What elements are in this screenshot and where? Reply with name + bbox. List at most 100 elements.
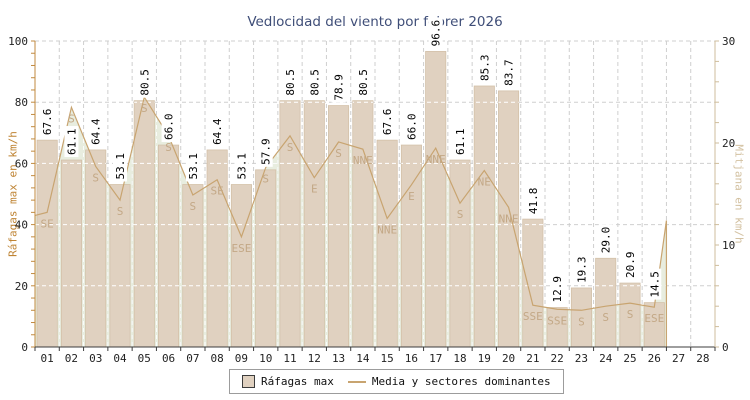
bar-value-chip <box>234 150 249 182</box>
bar-value-label: 41.8 <box>527 188 540 215</box>
bar-value-chip <box>64 126 79 158</box>
left-axis-tick-label: 40 <box>15 219 28 232</box>
bar-value-label: 61.1 <box>65 129 78 156</box>
bar-value-chip <box>598 224 613 256</box>
x-axis-label: 07 <box>186 352 199 365</box>
sector-label: SSE <box>523 310 543 323</box>
media-line <box>34 95 668 347</box>
bar-value-label: 53.1 <box>235 153 248 180</box>
bar-value-chip <box>453 126 467 158</box>
bar-value-label: 80.5 <box>284 69 297 96</box>
bar-day-09 <box>230 184 252 348</box>
left-axis-tick-label: 60 <box>15 157 28 170</box>
x-axis-label: 27 <box>672 352 685 365</box>
bar-value-chip <box>307 66 322 98</box>
legend-label-media: Media y sectores dominantes <box>371 375 551 388</box>
bar-value-label: 14.5 <box>648 271 661 298</box>
sector-label: SE <box>211 185 224 198</box>
chart-legend: Ráfagas max Media y sectores dominantes <box>229 369 564 394</box>
x-axis-label: 13 <box>332 352 345 365</box>
bar-value-label: 53.1 <box>187 153 200 180</box>
bar-value-chip <box>647 268 662 300</box>
bar-value-label: 80.5 <box>138 69 151 96</box>
bar-value-chip <box>355 66 370 98</box>
bar-value-label: 78.9 <box>333 74 346 101</box>
bar-value-label: 80.5 <box>357 69 370 96</box>
sector-label: NNE <box>353 154 373 167</box>
bar-value-chip <box>550 273 565 305</box>
sector-label: S <box>68 112 75 125</box>
bar-value-label: 85.3 <box>478 54 491 81</box>
bar-value-chip <box>137 66 152 98</box>
x-axis-label: 15 <box>381 352 394 365</box>
bar-value-chip <box>331 71 346 103</box>
bar-value-label: 61.1 <box>454 129 467 156</box>
x-axis-label: 24 <box>599 352 613 365</box>
left-axis-tick-label: 0 <box>21 341 28 354</box>
sector-label: NE <box>478 176 491 189</box>
bar-value-label: 66.0 <box>163 114 176 141</box>
bar-day-12 <box>303 100 325 348</box>
x-axis-label: 21 <box>526 352 539 365</box>
sector-label: NNE <box>426 153 446 166</box>
left-axis-tick-label: 100 <box>8 35 28 48</box>
bar-day-14 <box>352 100 374 348</box>
bar-value-chip <box>40 106 55 138</box>
x-axis-label: 11 <box>283 352 296 365</box>
x-axis-label: 09 <box>235 352 248 365</box>
bar-value-chip <box>113 150 127 182</box>
bar-value-label: 57.9 <box>260 138 273 165</box>
right-axis-tick-label: 0 <box>722 341 729 354</box>
sector-label: S <box>117 205 124 218</box>
bar-value-chip <box>623 249 637 281</box>
x-axis-label: 06 <box>162 352 175 365</box>
sector-label: S <box>287 141 294 154</box>
bar-value-chip <box>161 111 176 143</box>
x-axis-label: 20 <box>502 352 515 365</box>
bar-value-chip <box>185 150 200 182</box>
sector-label: ESE <box>644 312 664 325</box>
sector-label: S <box>627 308 634 321</box>
sector-label: E <box>311 183 318 196</box>
sector-label: NNE <box>377 223 397 236</box>
legend-label-gusts: Ráfagas max <box>261 375 334 388</box>
bar-day-19 <box>473 85 495 348</box>
x-axis-label: 10 <box>259 352 272 365</box>
bar-value-label: 83.7 <box>503 59 516 86</box>
x-axis-label: 04 <box>113 352 127 365</box>
sector-label: SSE <box>547 314 567 327</box>
bar-day-10 <box>255 169 277 348</box>
bar-value-chip <box>210 115 225 147</box>
bar-value-chip <box>525 185 540 217</box>
sector-label: S <box>262 172 269 185</box>
sector-label: S <box>457 208 464 221</box>
sector-label: S <box>141 102 148 115</box>
sector-label: E <box>408 190 415 203</box>
legend-bar-swatch <box>242 375 255 388</box>
bar-value-label: 19.3 <box>575 256 588 283</box>
left-axis-tick-label: 20 <box>15 280 28 293</box>
bar-value-label: 67.6 <box>381 109 394 136</box>
bar-day-21 <box>522 218 544 348</box>
sector-label: S <box>602 311 609 324</box>
x-axis-label: 17 <box>429 352 442 365</box>
bar-value-label: 20.9 <box>624 252 637 279</box>
bar-value-label: 96.6 <box>430 20 443 47</box>
x-axis-label: 23 <box>575 352 588 365</box>
bar-day-11 <box>279 100 301 348</box>
left-axis-tick-label: 80 <box>15 96 28 109</box>
bar-value-label: 67.6 <box>41 109 54 136</box>
gust-bars <box>36 51 665 348</box>
x-axis-label: 01 <box>41 352 54 365</box>
x-axis-label: 28 <box>696 352 709 365</box>
bar-value-label: 53.1 <box>114 153 127 180</box>
bar-value-label: 64.4 <box>211 118 224 145</box>
x-axis-label: 12 <box>308 352 321 365</box>
bar-value-label: 80.5 <box>308 69 321 96</box>
bar-value-labels: 67.6 61.1 64.4 53.1 80.5 66.0 53.1 64.4 53.1 57.9… <box>40 17 662 305</box>
bar-value-chip <box>428 17 443 49</box>
bar-value-chip <box>88 115 103 147</box>
bar-value-label: 29.0 <box>600 227 613 254</box>
bar-value-chip <box>574 253 589 285</box>
